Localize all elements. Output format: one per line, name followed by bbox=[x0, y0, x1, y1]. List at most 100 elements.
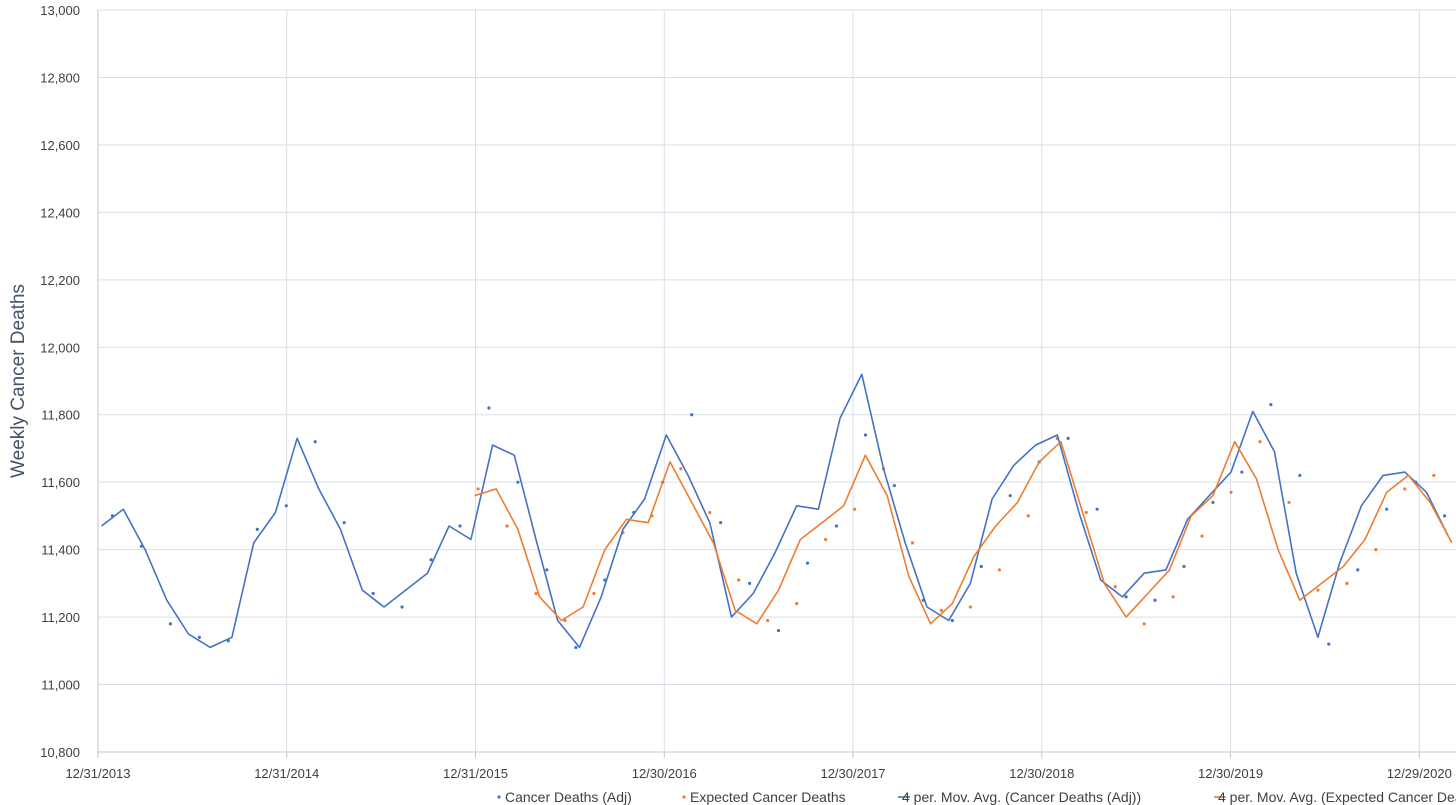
axes bbox=[97, 10, 1456, 758]
data-point bbox=[400, 605, 404, 609]
x-tick-label: 12/31/2013 bbox=[65, 766, 130, 781]
y-tick-label: 12,400 bbox=[40, 205, 80, 220]
data-point bbox=[516, 480, 520, 484]
data-point bbox=[852, 507, 857, 511]
y-tick-label: 12,200 bbox=[40, 273, 80, 288]
plot-area bbox=[101, 373, 1453, 650]
legend-label: 4 per. Mov. Avg. (Expected Cancer Deaths… bbox=[1218, 789, 1456, 805]
data-point bbox=[1269, 403, 1273, 407]
data-point bbox=[968, 605, 973, 609]
data-point bbox=[1298, 473, 1302, 478]
y-tick-label: 11,000 bbox=[41, 678, 80, 693]
data-point bbox=[1211, 500, 1215, 505]
data-point bbox=[1026, 514, 1030, 518]
data-point bbox=[313, 440, 317, 444]
data-point bbox=[1374, 548, 1378, 552]
y-tick-label: 13,000 bbox=[40, 3, 80, 18]
data-point bbox=[1153, 598, 1157, 602]
data-point bbox=[1171, 595, 1175, 599]
x-tick-label: 12/30/2018 bbox=[1009, 766, 1074, 781]
series-2 bbox=[101, 373, 1449, 649]
y-tick-label: 11,600 bbox=[41, 475, 80, 490]
legend: Cancer Deaths (Adj) Expected Cancer Death… bbox=[497, 789, 1456, 805]
data-point bbox=[766, 618, 770, 623]
y-tick-labels: 10,800 11,000 11,200 11,400 11,600 11,800 12,0… bbox=[40, 3, 80, 760]
data-point bbox=[284, 504, 288, 508]
data-point bbox=[574, 645, 578, 650]
x-tick-labels: 12/31/2013 12/31/2014 12/31/2015 12/30/2016… bbox=[65, 766, 1451, 781]
data-point bbox=[939, 608, 944, 612]
data-point bbox=[834, 524, 839, 528]
data-point bbox=[950, 618, 954, 623]
data-point bbox=[1113, 585, 1117, 589]
data-point bbox=[1084, 510, 1088, 515]
data-point bbox=[1287, 500, 1291, 505]
data-point bbox=[371, 591, 375, 596]
data-point bbox=[910, 541, 915, 545]
y-tick-label: 12,600 bbox=[40, 138, 80, 153]
y-axis-label: Weekly Cancer Deaths bbox=[8, 284, 29, 478]
y-tick-label: 12,800 bbox=[40, 70, 80, 85]
data-point bbox=[1008, 494, 1012, 498]
series-line bbox=[101, 373, 1449, 649]
legend-item: 4 per. Mov. Avg. (Cancer Deaths (Adj)) bbox=[898, 789, 1141, 805]
data-point bbox=[1095, 507, 1099, 511]
data-point bbox=[505, 524, 509, 528]
data-point bbox=[1124, 595, 1128, 599]
data-point bbox=[1327, 642, 1331, 646]
data-point bbox=[1200, 534, 1204, 538]
data-point bbox=[737, 578, 741, 582]
data-point bbox=[690, 413, 694, 417]
data-point bbox=[458, 524, 462, 528]
legend-dot-swatch bbox=[682, 795, 686, 799]
data-point bbox=[1258, 440, 1262, 444]
legend-item: Cancer Deaths (Adj) bbox=[497, 789, 632, 805]
x-tick-label: 12/30/2016 bbox=[632, 766, 697, 781]
data-point bbox=[805, 561, 810, 565]
data-point bbox=[997, 568, 1001, 572]
data-point bbox=[1142, 622, 1146, 626]
series-0 bbox=[110, 403, 1447, 650]
y-tick-label: 11,400 bbox=[41, 543, 80, 558]
data-point bbox=[1432, 473, 1436, 478]
legend-label: Expected Cancer Deaths bbox=[690, 789, 846, 805]
data-point bbox=[776, 628, 781, 633]
data-point bbox=[979, 564, 983, 569]
data-point bbox=[719, 521, 723, 525]
y-tick-label: 11,800 bbox=[41, 408, 80, 423]
data-point bbox=[255, 527, 259, 532]
data-point bbox=[534, 591, 538, 596]
data-point bbox=[1356, 568, 1360, 572]
data-point bbox=[679, 467, 683, 471]
data-point bbox=[592, 591, 596, 596]
x-tick-label: 12/31/2014 bbox=[254, 766, 319, 781]
data-point bbox=[795, 602, 799, 606]
legend-item: Expected Cancer Deaths bbox=[682, 789, 846, 805]
data-point bbox=[1182, 564, 1186, 569]
series-3 bbox=[474, 440, 1453, 625]
data-point bbox=[476, 487, 480, 491]
data-point bbox=[1403, 487, 1407, 491]
data-point bbox=[747, 581, 752, 585]
data-point bbox=[429, 558, 433, 562]
data-point bbox=[708, 510, 712, 515]
legend-item: 4 per. Mov. Avg. (Expected Cancer Deaths… bbox=[1214, 789, 1456, 805]
data-point bbox=[1240, 470, 1244, 474]
legend-label: 4 per. Mov. Avg. (Cancer Deaths (Adj)) bbox=[902, 789, 1141, 805]
data-point bbox=[1443, 514, 1447, 518]
data-point bbox=[342, 521, 346, 525]
data-point bbox=[545, 568, 549, 572]
x-tick-label: 12/29/2020 bbox=[1387, 766, 1452, 781]
data-point bbox=[197, 635, 201, 639]
x-tick-label: 12/31/2015 bbox=[443, 766, 508, 781]
y-tick-label: 12,000 bbox=[40, 340, 80, 355]
data-point bbox=[892, 483, 896, 488]
series-1 bbox=[476, 436, 1436, 626]
data-point bbox=[863, 433, 868, 437]
data-point bbox=[487, 406, 491, 410]
data-point bbox=[1066, 436, 1070, 440]
y-tick-label: 11,200 bbox=[41, 610, 80, 625]
y-tick-label: 10,800 bbox=[40, 745, 80, 760]
data-point bbox=[168, 622, 172, 626]
